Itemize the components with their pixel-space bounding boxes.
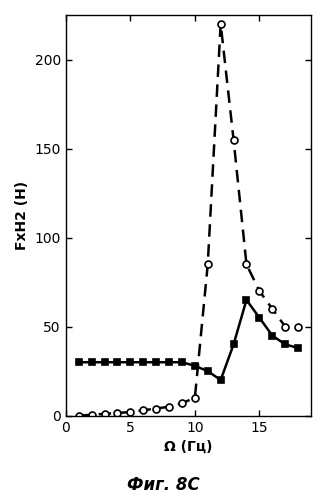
Y-axis label: FxH2 (H): FxH2 (H) xyxy=(15,181,29,250)
X-axis label: Ω (Гц): Ω (Гц) xyxy=(164,440,213,454)
Text: Фиг. 8C: Фиг. 8C xyxy=(126,476,200,494)
